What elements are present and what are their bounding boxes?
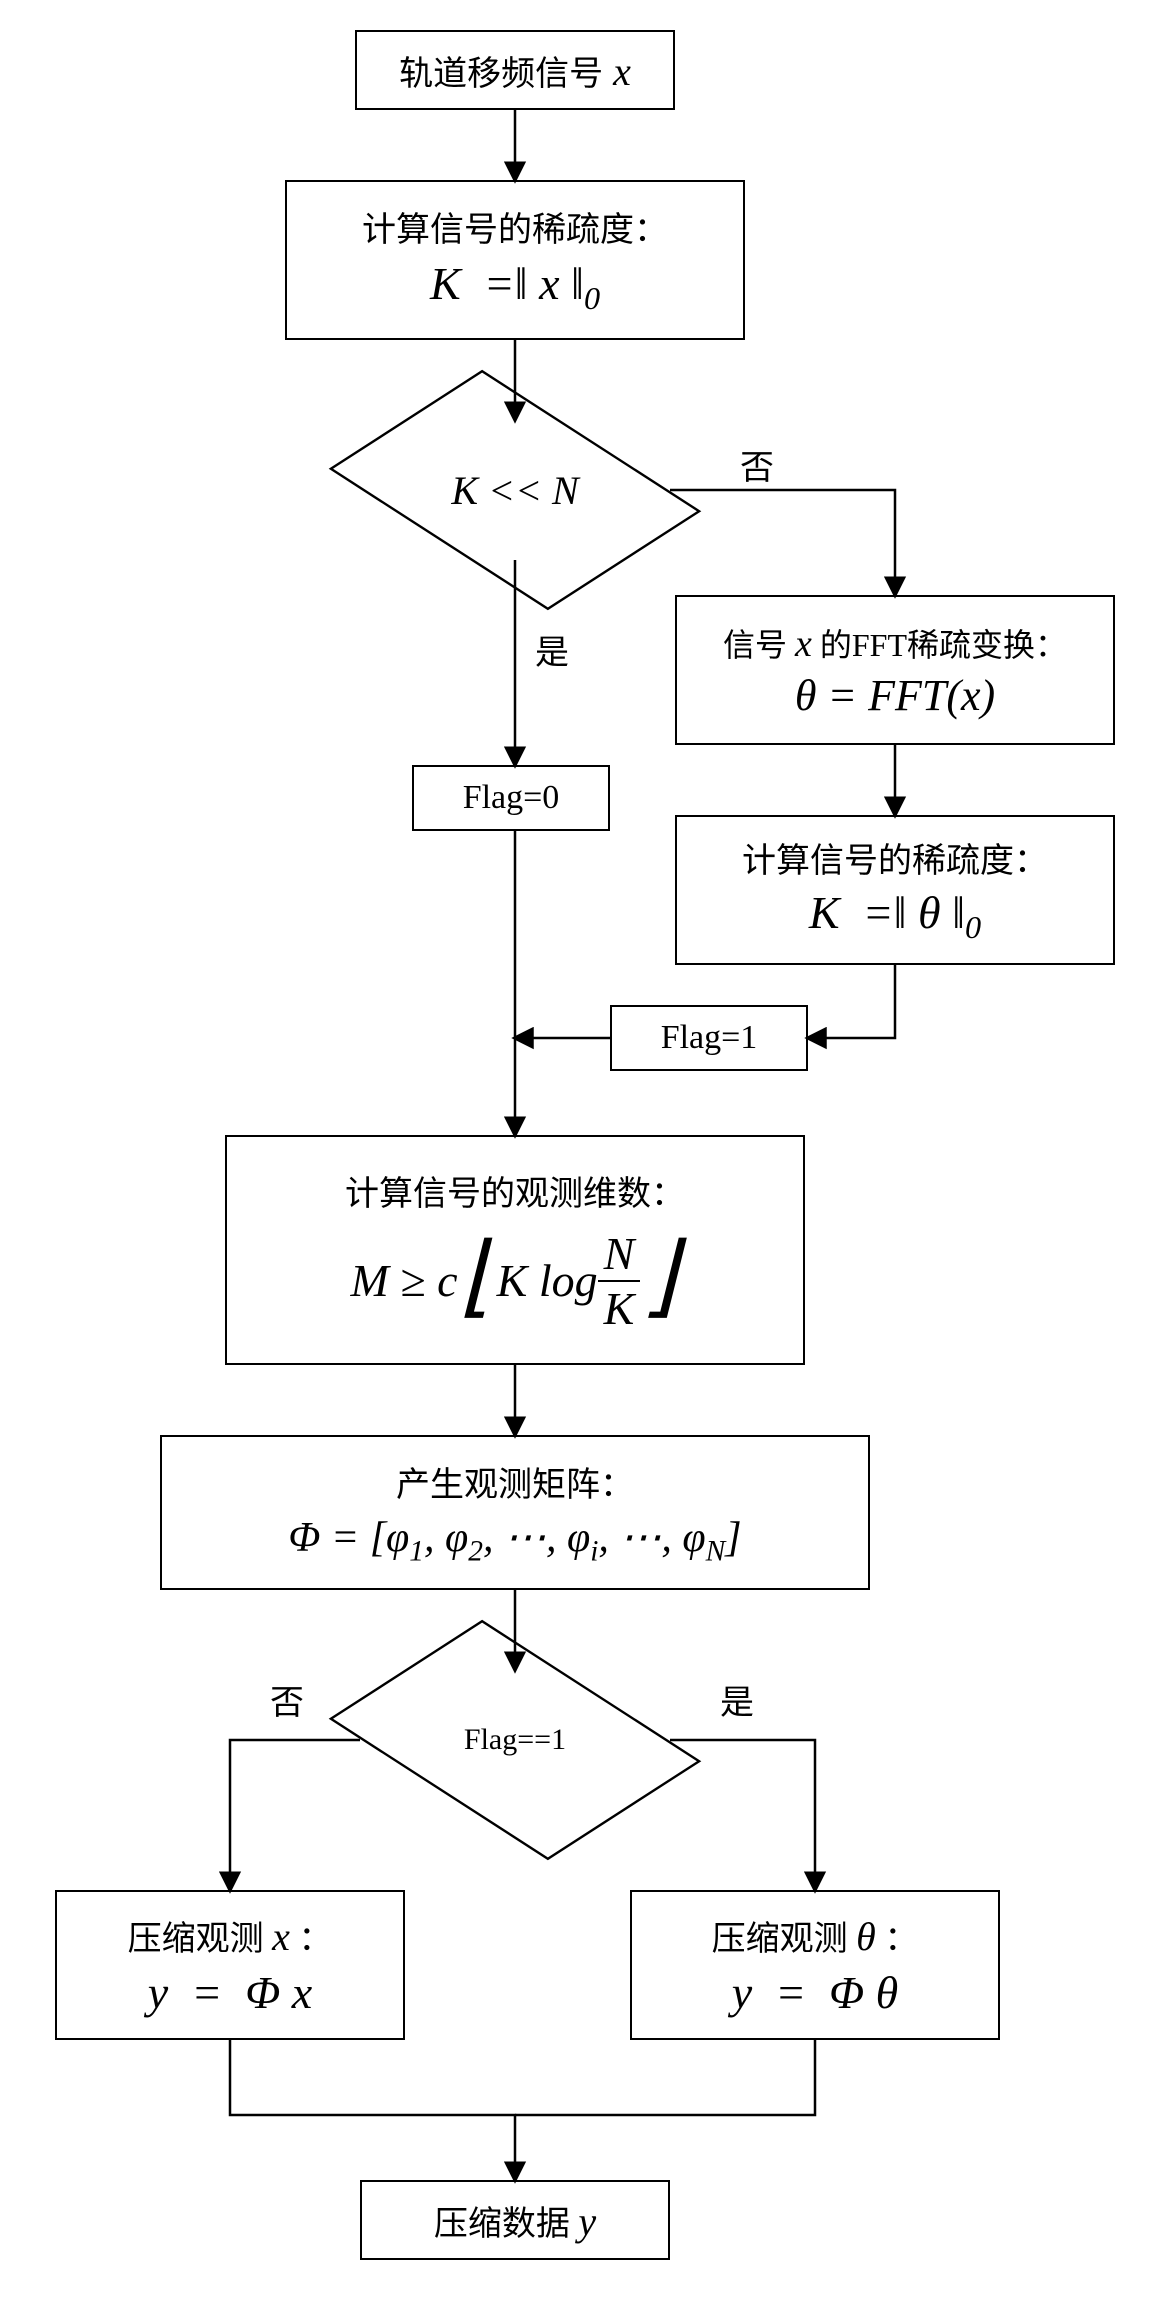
n8-title: 压缩观测 θ ： [712,1911,919,1960]
node-measurement-matrix: 产生观测矩阵： Φ = [φ1, φ2, ⋯, φi, ⋯, φN] [160,1435,870,1590]
node-compute-sparsity-x: 计算信号的稀疏度： K =‖ x ‖0 [285,180,745,340]
n2-title: 计算信号的稀疏度： [362,202,668,251]
node-compress-theta: 压缩观测 θ ： y = Φ θ [630,1890,1000,2040]
node-flag1: Flag=1 [610,1005,808,1071]
node-compress-x: 压缩观测 x ： y = Φ x [55,1890,405,2040]
n3-formula: θ = FFT(x) [795,670,995,721]
n8-formula: y = Φ θ [732,1966,899,2019]
node-flag0: Flag=0 [412,765,610,831]
node-compute-sparsity-theta: 计算信号的稀疏度： K =‖ θ ‖0 [675,815,1115,965]
node-input-signal: 轨道移频信号 x [355,30,675,110]
n9-title: 压缩数据 y [434,2196,596,2245]
n6-title: 产生观测矩阵： [396,1457,634,1506]
label-d1-yes: 是 [535,625,569,674]
n3-title: 信号 x 的FFT稀疏变换： [723,620,1067,666]
n4-title: 计算信号的稀疏度： [742,833,1048,882]
flowchart-canvas: 轨道移频信号 x 计算信号的稀疏度： K =‖ x ‖0 K << N 信号 x… [20,20,1150,2301]
decision-flag-eq-1-label: Flag==1 [360,1715,670,1765]
n5-title: 计算信号的观测维数： [345,1166,685,1215]
n6-formula: Φ = [φ1, φ2, ⋯, φi, ⋯, φN] [288,1512,741,1568]
label-d2-no: 否 [270,1675,304,1724]
node-compute-m: 计算信号的观测维数： M ≥ c ⌊ K log NK ⌋ [225,1135,805,1365]
n2-formula: K =‖ x ‖0 [430,257,600,317]
node-output: 压缩数据 y [360,2180,670,2260]
node-fft-transform: 信号 x 的FFT稀疏变换： θ = FFT(x) [675,595,1115,745]
decision-k-vs-n-label: K << N [360,450,670,530]
n7-formula: y = Φ x [148,1966,312,2019]
n5-formula: M ≥ c ⌊ K log NK ⌋ [351,1227,680,1335]
node-input-label: 轨道移频信号 x [399,46,631,95]
label-d2-yes: 是 [720,1675,754,1724]
n4-formula: K =‖ θ ‖0 [809,886,981,946]
n7-title: 压缩观测 x ： [128,1911,333,1960]
label-d1-no: 否 [740,440,774,489]
